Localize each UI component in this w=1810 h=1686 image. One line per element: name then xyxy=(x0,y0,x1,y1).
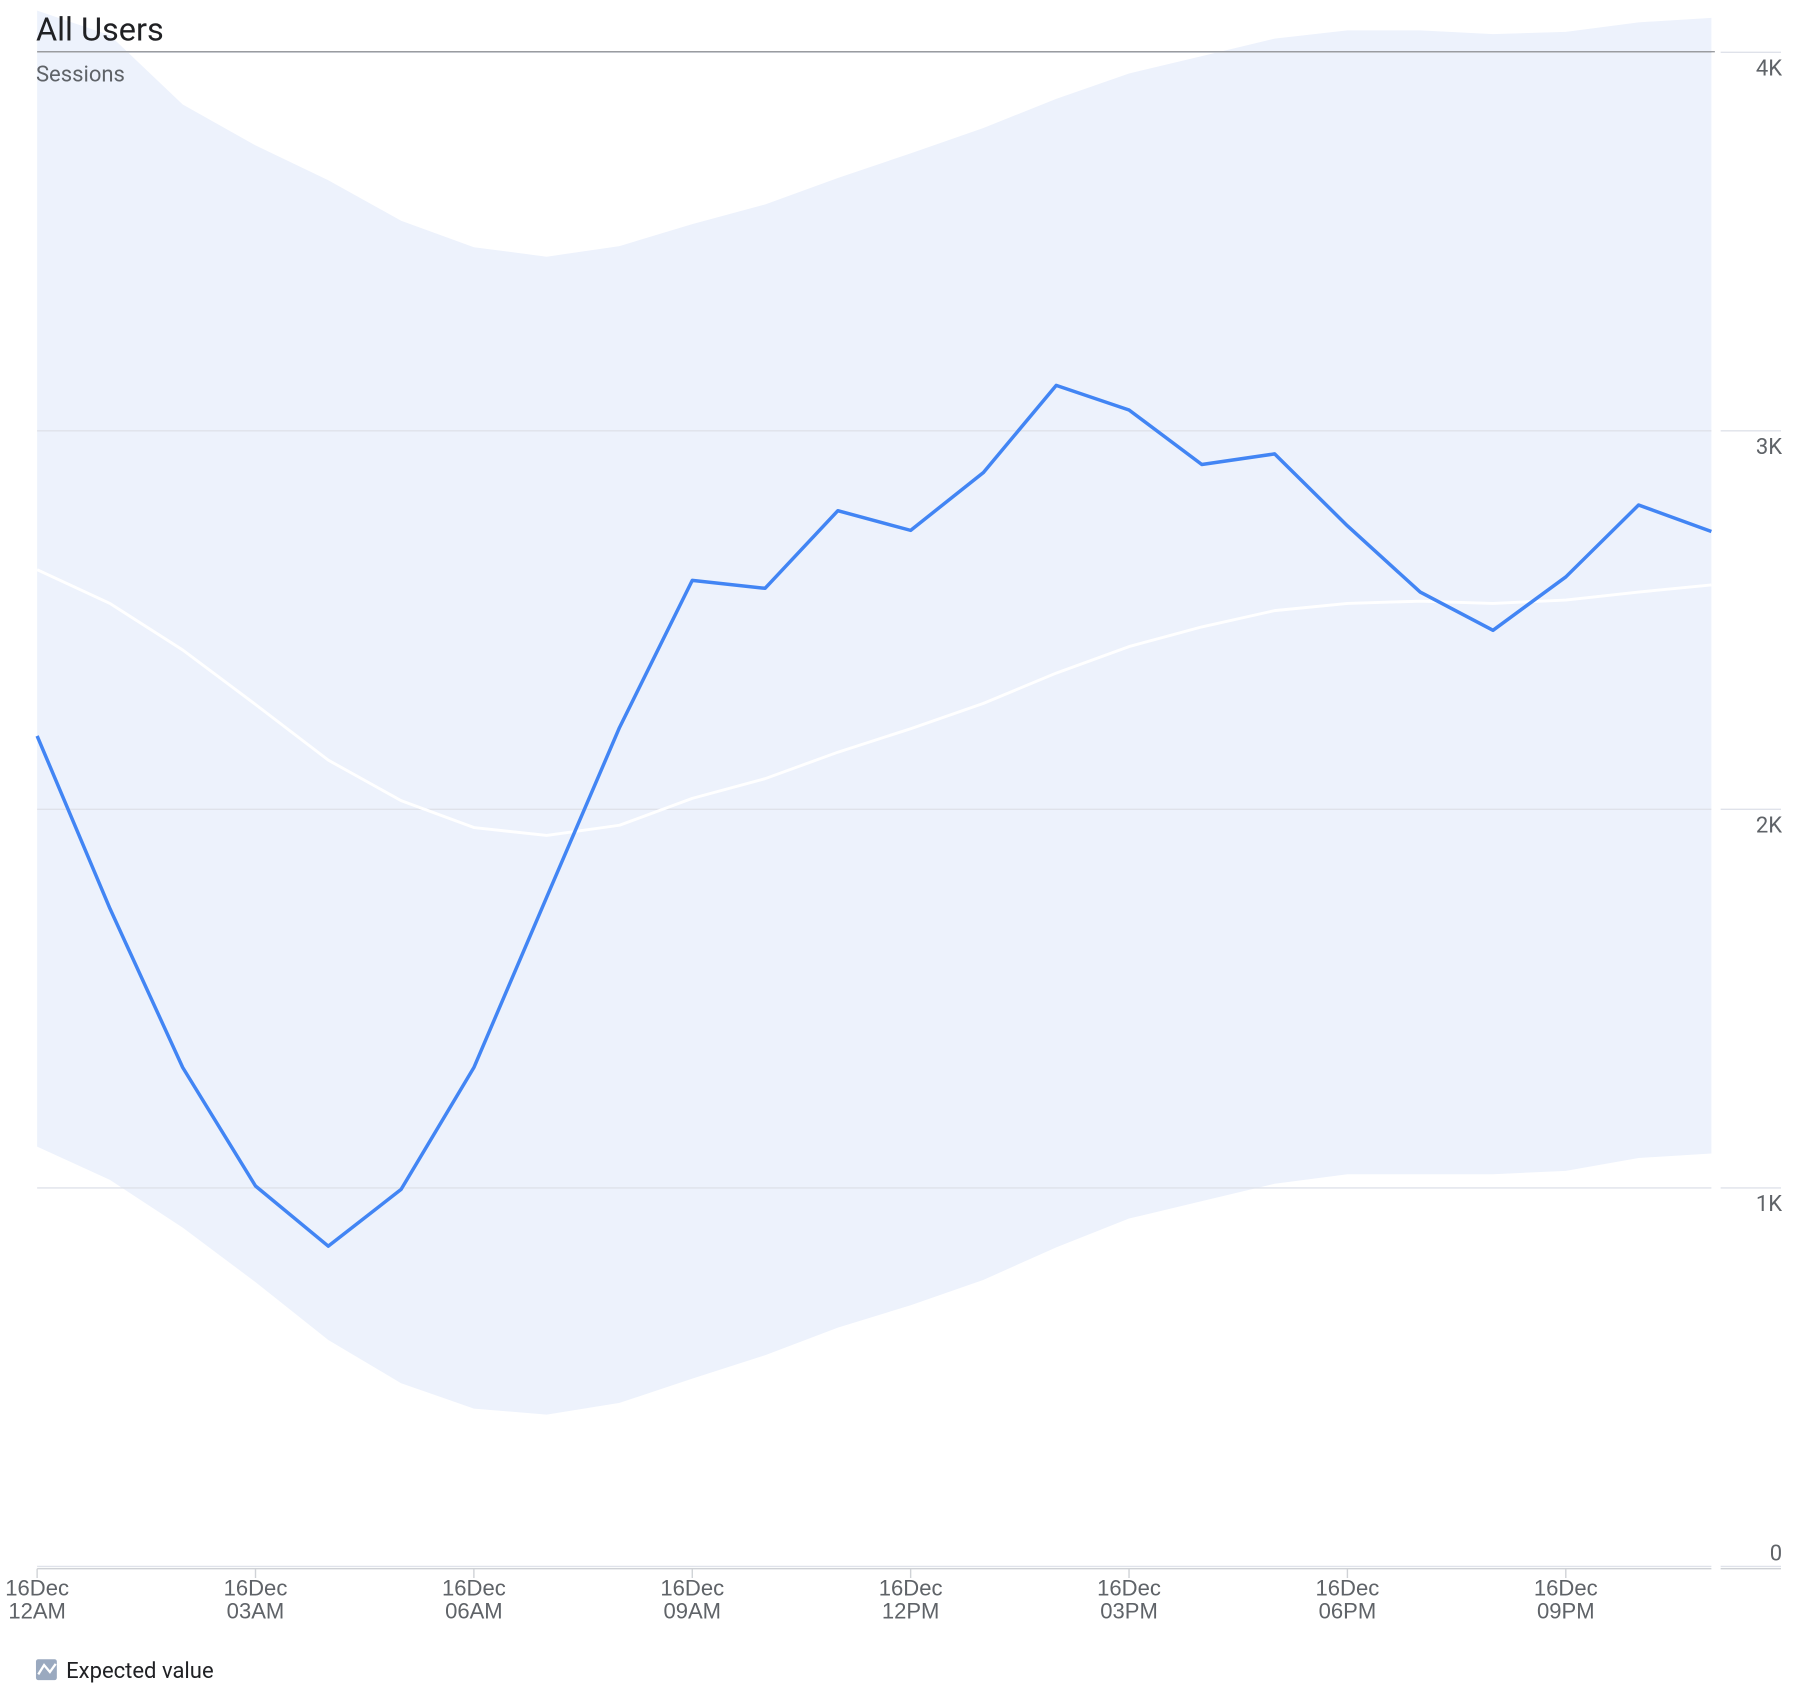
x-tick-label: 16Dec 03PM xyxy=(1097,1578,1161,1625)
x-tick-label: 16Dec 12PM xyxy=(878,1578,943,1625)
plot-area: 0 1K 2K 3K 4K 16Dec 12AM 16Dec 03AM 16Dec 06AM 1… xyxy=(5,10,1782,1625)
x-tick-label-box: 16Dec 03AM xyxy=(223,1578,288,1625)
x-tick-label-box: 16Dec 06AM xyxy=(442,1578,506,1625)
x-tick-label: 16Dec 06AM xyxy=(442,1578,506,1625)
actual-line xyxy=(35,383,1712,1248)
y-tick-label: 0 xyxy=(1770,1542,1782,1567)
x-tick-label: 16Dec 12AM xyxy=(5,1578,69,1625)
x-tick-label-box: 16Dec 09AM xyxy=(660,1578,725,1625)
confidence-band xyxy=(37,10,1712,1415)
x-tick-label: 16Dec 03AM xyxy=(223,1578,288,1625)
y-tick-label: 3K xyxy=(1756,435,1782,460)
y-tick-label: 4K xyxy=(1756,56,1782,81)
expected-line xyxy=(36,568,1712,837)
y-tick-label: 1K xyxy=(1756,1192,1782,1217)
x-tick-label-box: 16Dec 12AM xyxy=(5,1578,69,1625)
legend-icon xyxy=(37,1663,57,1675)
legend: Expected value xyxy=(35,1659,214,1684)
y-tick-label: 2K xyxy=(1756,814,1782,839)
x-tick-label: 16Dec 09AM xyxy=(660,1578,725,1625)
x-tick-label-box: 16Dec 09PM xyxy=(1533,1578,1598,1625)
legend-swatch xyxy=(35,1659,57,1681)
x-tick-label: 16Dec 09PM xyxy=(1533,1578,1598,1625)
chart-subtitle: Sessions xyxy=(36,62,125,87)
x-tick-label-box: 16Dec 03PM xyxy=(1097,1578,1161,1625)
legend-label: Expected value xyxy=(66,1659,214,1684)
x-tick-label-box: 16Dec 06PM xyxy=(1315,1578,1380,1625)
x-tick-label-box: 16Dec 12PM xyxy=(878,1578,943,1625)
chart-title: All Users xyxy=(36,11,164,49)
x-tick-label: 16Dec 06PM xyxy=(1315,1578,1380,1625)
